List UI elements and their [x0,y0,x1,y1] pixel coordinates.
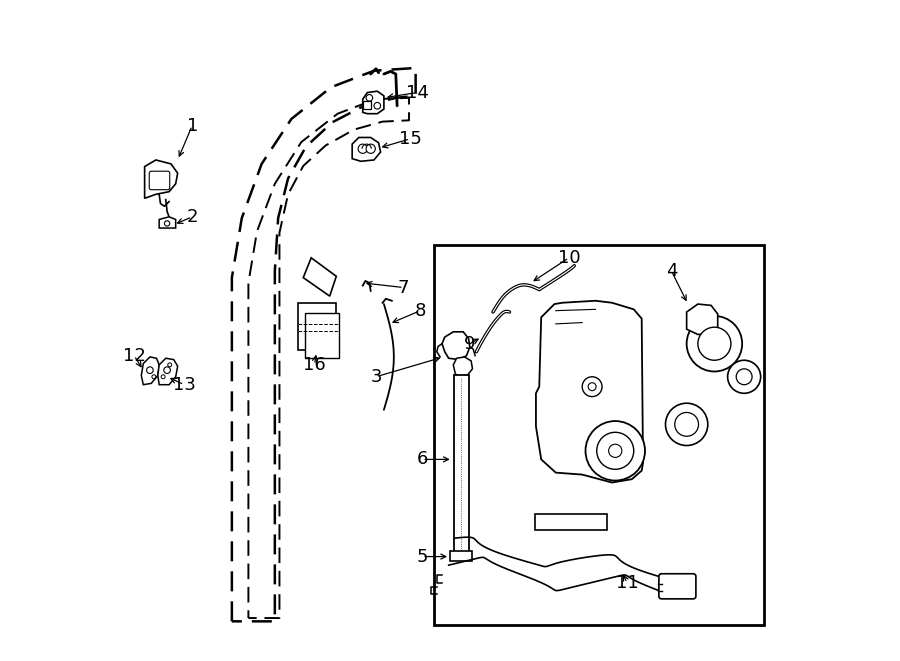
Circle shape [582,377,602,397]
Text: 3: 3 [370,368,382,386]
Polygon shape [363,91,384,114]
Polygon shape [159,217,176,228]
Text: 12: 12 [122,346,146,365]
FancyBboxPatch shape [659,574,696,599]
Polygon shape [303,258,337,296]
Bar [450,551,472,561]
Circle shape [675,412,698,436]
Polygon shape [145,160,177,198]
Text: 14: 14 [406,83,428,102]
Circle shape [586,421,645,481]
FancyBboxPatch shape [149,171,170,190]
Circle shape [736,369,752,385]
Polygon shape [454,357,473,377]
Text: 6: 6 [417,450,428,469]
Bar [363,101,371,109]
Circle shape [727,360,760,393]
Text: 13: 13 [173,375,195,394]
Bar [454,375,469,552]
Bar [304,313,339,358]
Circle shape [597,432,634,469]
Circle shape [698,327,731,360]
Bar [535,514,608,530]
Circle shape [366,95,373,101]
Polygon shape [442,332,470,360]
Circle shape [588,383,596,391]
Circle shape [687,316,742,371]
Text: 2: 2 [186,208,198,226]
Text: 10: 10 [558,249,580,267]
Polygon shape [687,304,717,334]
Circle shape [366,144,375,153]
Text: 4: 4 [666,262,677,280]
Bar [298,303,337,350]
Text: 9: 9 [464,334,475,353]
Circle shape [358,144,367,153]
Text: 1: 1 [186,116,198,135]
Text: 15: 15 [399,130,422,148]
Bar [434,245,764,625]
Text: 5: 5 [417,547,428,566]
Polygon shape [158,358,177,385]
Text: 7: 7 [398,278,410,297]
Circle shape [608,444,622,457]
Circle shape [665,403,707,446]
Text: 16: 16 [303,356,326,374]
Text: 8: 8 [415,301,426,320]
Polygon shape [352,137,381,161]
Text: 11: 11 [616,574,638,592]
Polygon shape [536,301,643,483]
Circle shape [374,102,381,109]
Polygon shape [141,357,159,385]
